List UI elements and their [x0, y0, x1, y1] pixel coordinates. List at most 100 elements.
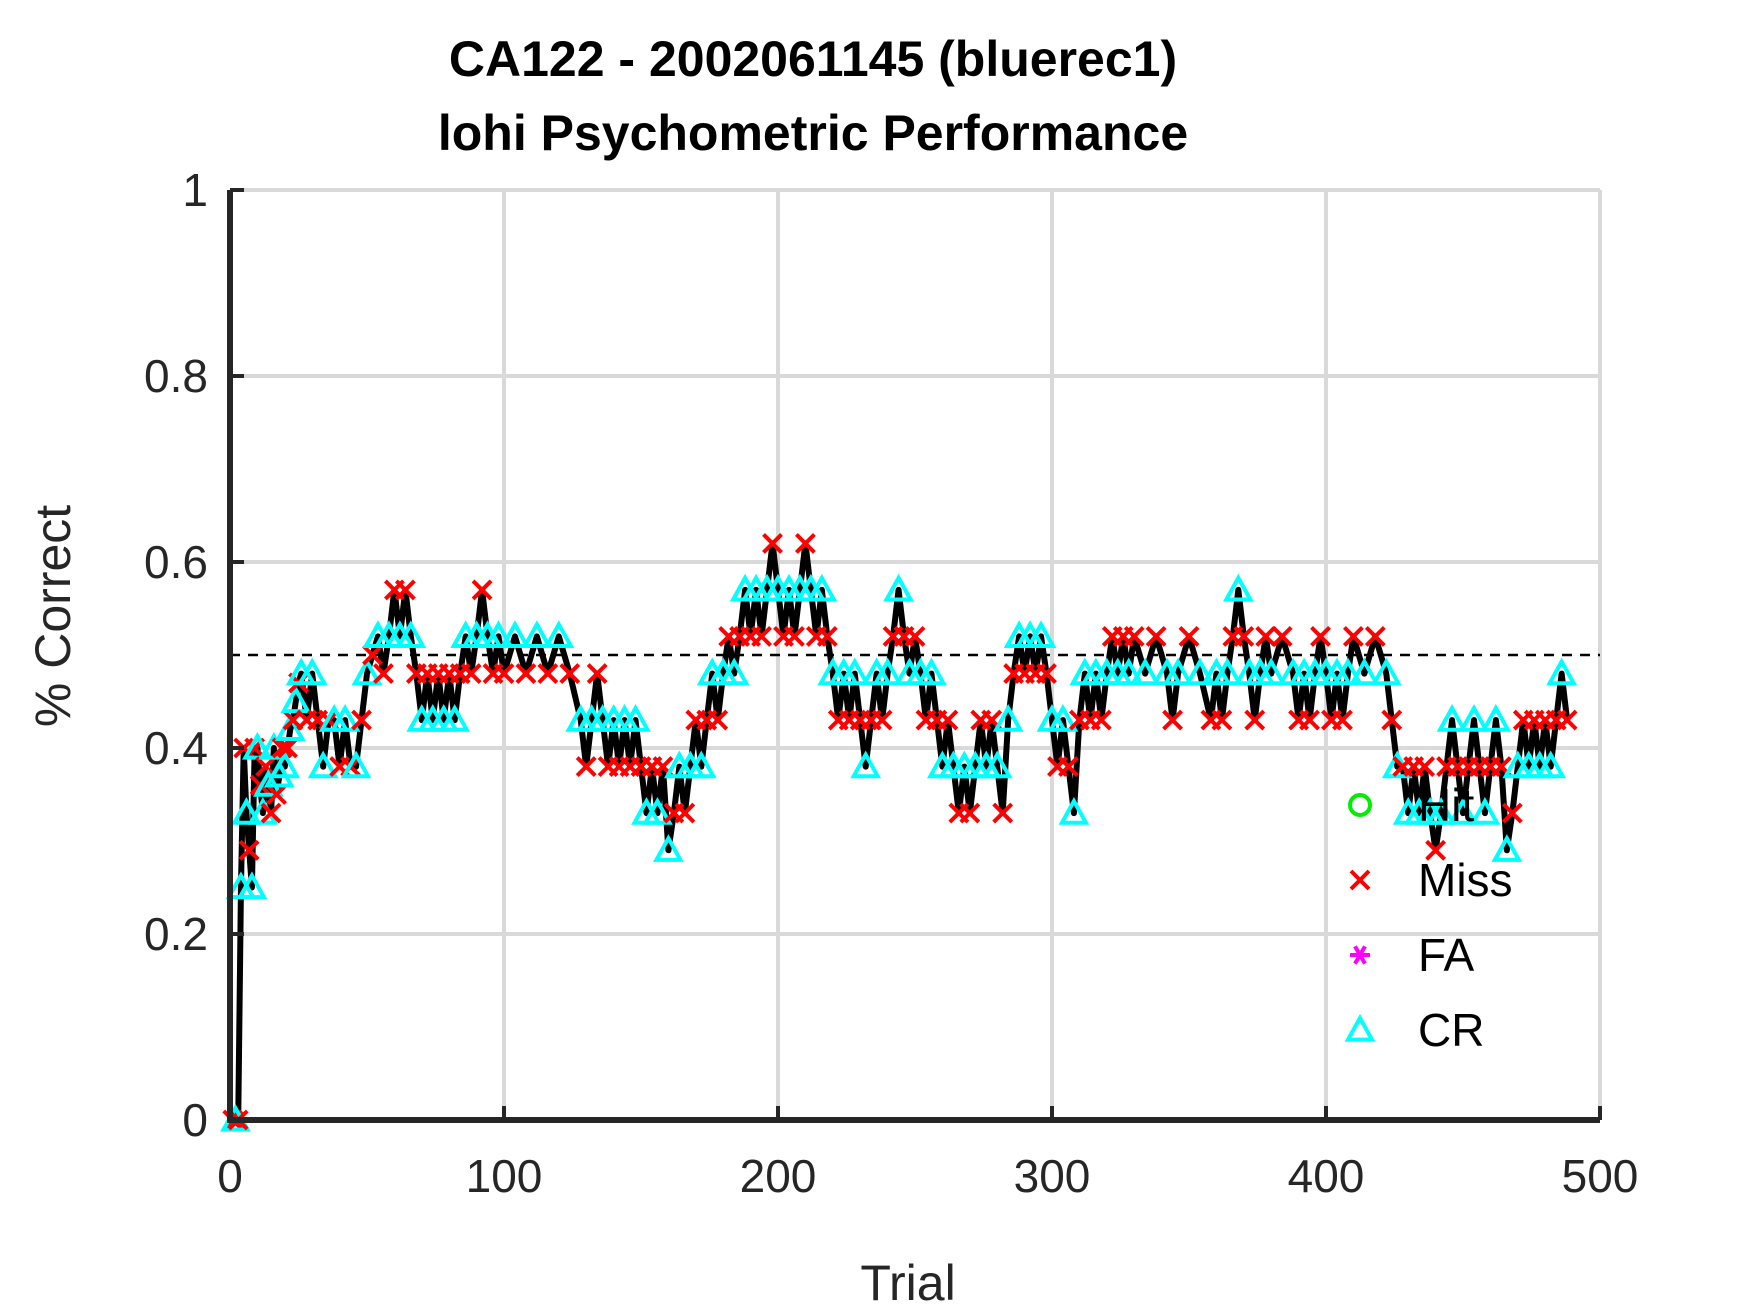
cr-marker [1211, 657, 1243, 686]
miss-marker-stroke [373, 663, 394, 685]
x-tick-label: 300 [1014, 1150, 1091, 1202]
miss-marker [904, 625, 926, 647]
miss-marker [1233, 625, 1255, 647]
cr-marker [483, 620, 514, 648]
cr-marker [653, 834, 684, 862]
miss-marker-stroke [575, 756, 597, 778]
miss-marker [1414, 756, 1436, 778]
cr-marker [1370, 657, 1402, 686]
miss-marker-stroke [471, 579, 493, 601]
miss-marker-stroke [762, 532, 783, 554]
miss-marker-stroke [586, 663, 608, 685]
miss-marker [1556, 709, 1578, 731]
miss-marker [266, 784, 287, 805]
cr-marker [236, 871, 268, 900]
x-tick-label: 400 [1288, 1150, 1365, 1202]
legend-label: FA [1418, 929, 1475, 981]
miss-marker-stroke [255, 756, 277, 778]
cr-marker [1162, 657, 1194, 686]
miss-marker-stroke [1381, 709, 1403, 731]
cr-marker [439, 703, 471, 732]
cr-marker [685, 750, 717, 779]
cr-marker [280, 685, 312, 714]
cr-marker [981, 750, 1013, 779]
cr-marker [883, 573, 914, 602]
miss-marker-stroke [816, 625, 838, 647]
miss-marker [559, 663, 581, 685]
legend-cr-marker [1344, 1013, 1376, 1042]
miss-marker [515, 663, 537, 685]
miss-marker [238, 839, 260, 861]
y-tick-label: 0.4 [144, 722, 208, 774]
miss-marker-stroke [1332, 709, 1353, 731]
miss-marker [674, 802, 696, 824]
miss-marker-stroke [537, 663, 559, 685]
cr-marker [340, 750, 372, 779]
cr-marker [296, 657, 328, 686]
miss-marker-stroke [1255, 625, 1277, 647]
cr-marker [850, 750, 882, 779]
miss-marker [1090, 709, 1112, 731]
miss-marker-stroke [751, 625, 772, 647]
cr-marker [1348, 657, 1380, 686]
x-tick-label: 200 [740, 1150, 817, 1202]
miss-marker-stroke [1299, 709, 1320, 731]
y-tick-label: 0 [182, 1094, 208, 1146]
cr-marker [1184, 657, 1216, 686]
miss-marker [1244, 709, 1266, 731]
y-tick-label: 1 [182, 164, 208, 216]
x-tick-label: 100 [466, 1150, 543, 1202]
y-tick-label: 0.2 [144, 908, 208, 960]
miss-marker-stroke [674, 802, 696, 824]
miss-marker-stroke [1342, 625, 1364, 647]
miss-marker-stroke [981, 709, 1003, 731]
miss-marker [1271, 625, 1293, 647]
cr-marker [231, 796, 262, 825]
miss-marker-stroke [1211, 709, 1233, 731]
miss-marker-stroke [1233, 625, 1255, 647]
miss-marker [260, 802, 282, 824]
miss-marker [1310, 625, 1331, 647]
miss-marker [394, 579, 416, 601]
miss-marker [707, 709, 729, 731]
cr-marker [1058, 796, 1090, 825]
miss-marker [1211, 709, 1233, 731]
cr-marker [1546, 657, 1578, 686]
miss-marker-stroke [784, 625, 805, 647]
axes [227, 188, 1602, 1123]
miss-marker [871, 709, 893, 731]
miss-marker [1178, 625, 1200, 647]
miss-marker-stroke [904, 625, 926, 647]
miss-marker-stroke [1310, 625, 1331, 647]
miss-marker-stroke [937, 709, 959, 731]
miss-marker-stroke [1036, 663, 1057, 685]
cr-marker [642, 796, 673, 825]
miss-marker [537, 663, 559, 685]
trial-markers [220, 532, 1578, 1132]
miss-marker [493, 663, 515, 685]
miss-marker-stroke [1556, 709, 1578, 731]
x-axis-label: Trial [860, 1255, 955, 1311]
cr-marker [1480, 703, 1512, 732]
y-axis-label: % Correct [25, 505, 81, 727]
miss-marker-stroke [1501, 802, 1523, 824]
miss-marker [1364, 625, 1386, 647]
miss-marker-stroke [1244, 709, 1266, 731]
miss-marker [1255, 625, 1277, 647]
miss-marker-stroke [992, 802, 1014, 824]
cr-marker [307, 750, 339, 779]
legend-label: Hit [1418, 779, 1474, 831]
performance-line [232, 540, 1571, 1123]
miss-marker-stroke [1162, 709, 1183, 731]
cr-marker [1425, 796, 1457, 825]
miss-marker [362, 644, 383, 666]
cr-marker [806, 573, 838, 602]
cr-marker [1447, 796, 1479, 825]
legend-label: Miss [1418, 854, 1513, 906]
cr-marker [1458, 703, 1490, 732]
miss-marker-stroke [515, 663, 537, 685]
miss-marker-stroke [266, 784, 287, 805]
miss-marker-stroke [238, 839, 260, 861]
cr-marker [1047, 703, 1079, 732]
